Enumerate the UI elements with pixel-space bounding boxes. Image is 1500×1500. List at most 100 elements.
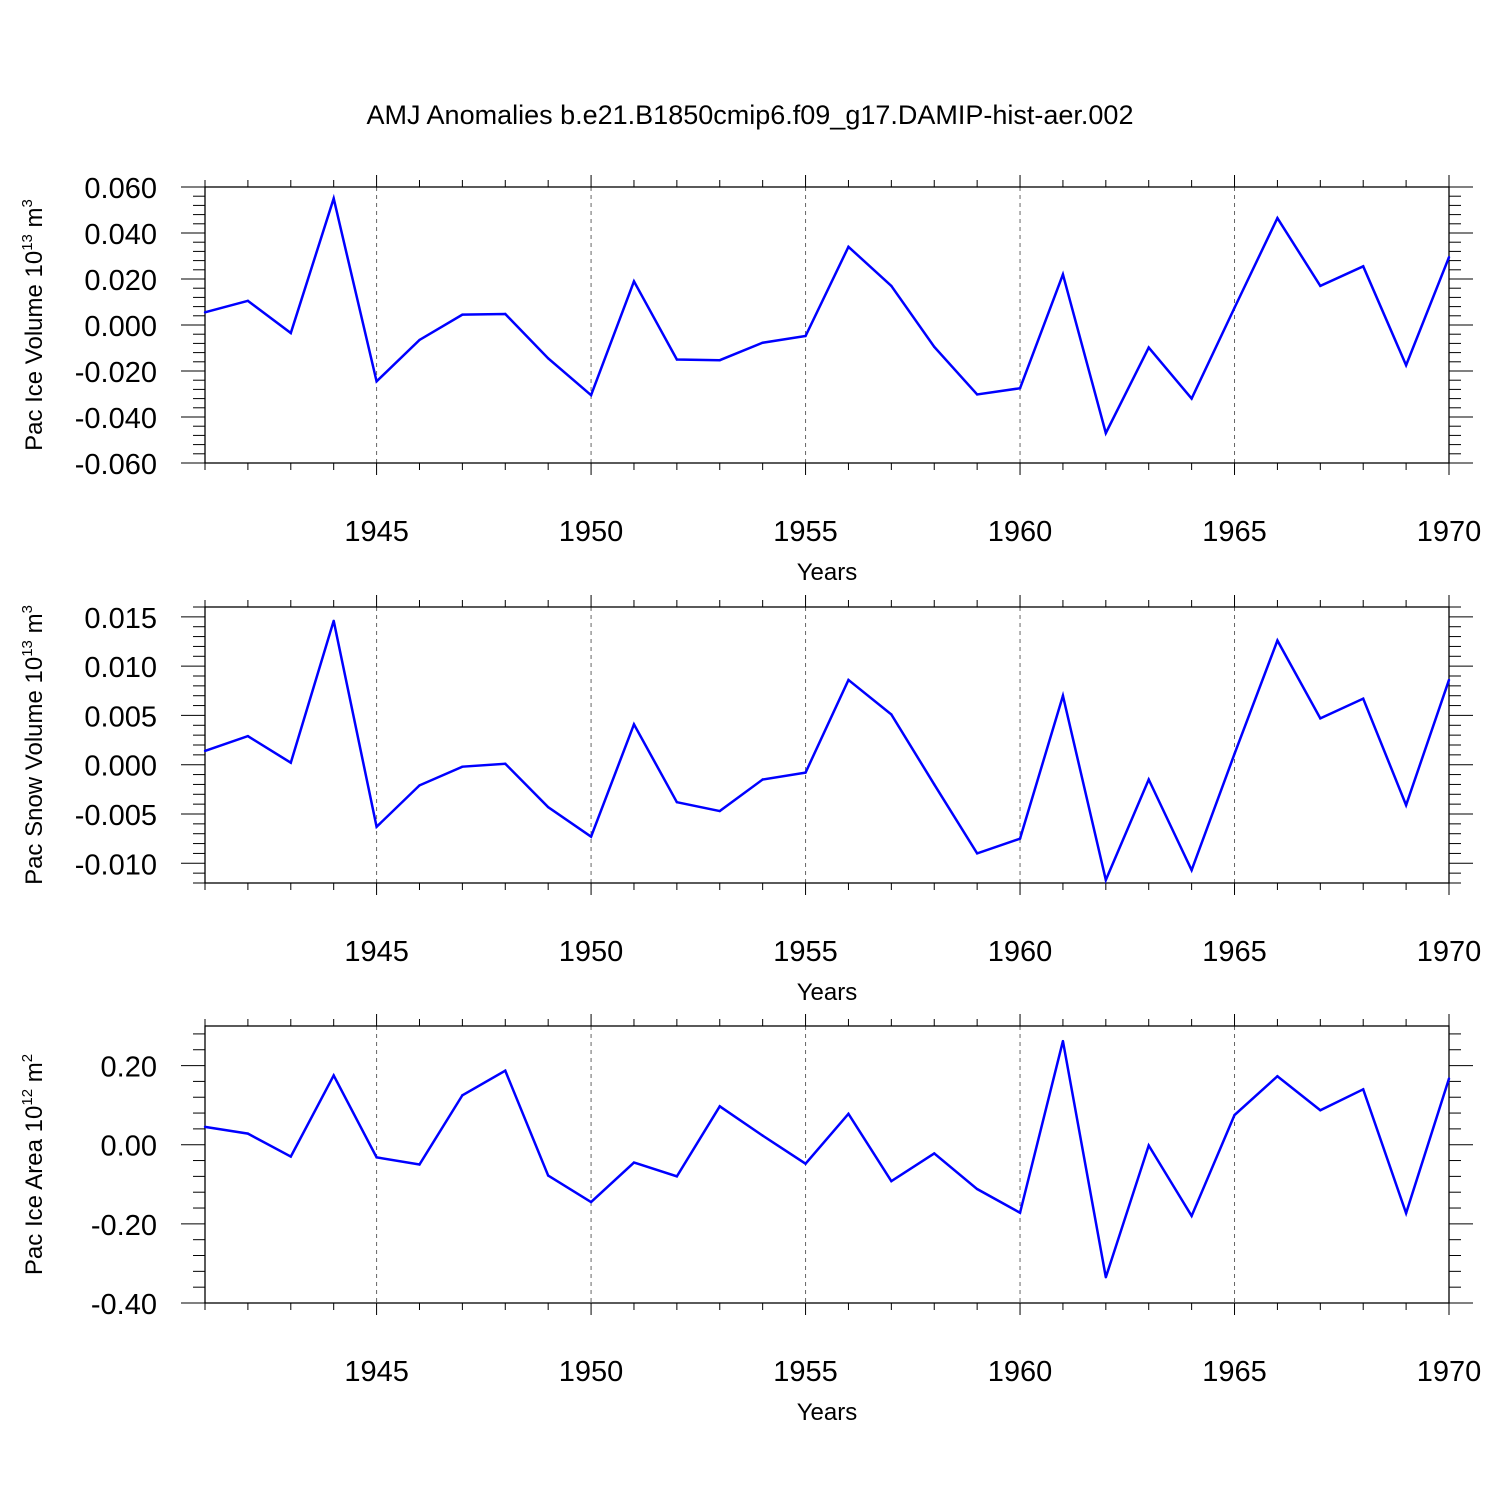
data-point — [1104, 878, 1108, 882]
data-point — [375, 825, 378, 829]
x-tick-label: 1970 — [1417, 1356, 1482, 1388]
data-point — [1104, 1276, 1108, 1279]
data-point — [1362, 265, 1365, 268]
data-point — [1447, 255, 1451, 259]
data-point — [933, 783, 936, 786]
data-point — [375, 380, 378, 383]
data-point — [418, 784, 421, 787]
data-point — [1233, 306, 1236, 309]
data-point — [1018, 387, 1022, 390]
x-tick-label: 1960 — [988, 936, 1053, 968]
data-point — [1233, 752, 1236, 756]
y-tick-label: -0.060 — [75, 449, 157, 481]
series-line — [204, 1040, 1451, 1278]
data-point — [246, 734, 250, 738]
x-tick-label: 1950 — [559, 516, 624, 548]
y-axis-label-unit: m — [21, 207, 48, 234]
y-axis-label-exponent: 13 — [19, 234, 36, 251]
data-point — [933, 345, 936, 349]
x-axis-label: Years — [797, 979, 858, 1006]
y-axis-label-unit: m — [21, 1062, 48, 1089]
data-point — [289, 761, 292, 764]
y-axis-label-unit-exponent: 3 — [19, 199, 36, 207]
data-point — [1104, 431, 1108, 435]
y-tick-label: 0.005 — [84, 701, 157, 733]
data-point — [1404, 1211, 1408, 1215]
data-point — [675, 800, 679, 804]
data-point — [847, 678, 850, 682]
series-line — [204, 193, 1451, 437]
y-tick-label: 0.020 — [84, 265, 157, 297]
data-point — [890, 1179, 893, 1183]
data-point — [461, 313, 464, 316]
y-tick-label: -0.005 — [75, 800, 157, 832]
data-point — [546, 357, 550, 360]
plot-frame — [204, 186, 1450, 464]
data-point — [975, 393, 979, 396]
data-point — [1362, 1088, 1365, 1091]
data-point — [589, 1200, 593, 1204]
x-tick-label: 1955 — [773, 1356, 838, 1388]
data-point — [847, 245, 850, 248]
x-tick-label: 1945 — [344, 516, 409, 548]
data-point — [1362, 697, 1365, 700]
data-point — [203, 1125, 207, 1129]
y-axis-label-unit: m — [21, 613, 48, 640]
data-point — [1061, 273, 1065, 276]
data-point — [1404, 803, 1408, 807]
data-point — [589, 393, 593, 397]
data-point — [246, 1132, 250, 1135]
data-point — [933, 1152, 936, 1155]
panel-ice-area: -0.40 -0.20 0.00 0.20 1945 1950 1955 1960 1965 19… — [19, 1014, 1481, 1426]
data-point — [589, 835, 593, 838]
y-tick-label: 0.000 — [84, 311, 157, 343]
data-point — [1018, 1211, 1022, 1214]
x-tick-label: 1965 — [1202, 516, 1267, 548]
x-tick-label: 1970 — [1417, 936, 1482, 968]
y-tick-label: -0.020 — [75, 357, 157, 389]
data-point — [1319, 717, 1322, 720]
data-point — [1147, 346, 1150, 349]
data-point — [546, 1174, 550, 1177]
y-axis-label-text: Pac Snow Volume 10 — [21, 657, 48, 885]
data-point — [675, 1175, 679, 1178]
data-point — [1276, 1075, 1279, 1078]
y-axis-label-text: Pac Ice Area 10 — [21, 1106, 48, 1275]
data-point — [1447, 678, 1451, 682]
data-point — [1018, 837, 1022, 840]
data-point — [203, 311, 207, 314]
panel-ice-volume: -0.060 -0.040 -0.020 0.000 0.020 0.040 0.060 19… — [19, 173, 1481, 586]
y-axis-label-exponent: 12 — [19, 1089, 36, 1106]
data-point — [761, 341, 764, 344]
series-line — [204, 620, 1451, 885]
data-point — [1147, 778, 1150, 781]
y-tick-label: 0.040 — [84, 219, 157, 251]
data-point — [1404, 364, 1408, 367]
y-axis-label-exponent: 13 — [19, 640, 36, 657]
data-point — [975, 852, 979, 855]
y-axis-label-text: Pac Ice Volume 10 — [21, 251, 48, 451]
data-point — [847, 1112, 850, 1116]
data-point — [418, 1163, 421, 1166]
data-point — [246, 299, 250, 303]
data-point — [975, 1187, 979, 1191]
y-tick-label: -0.20 — [91, 1210, 157, 1242]
data-point — [632, 1161, 636, 1164]
y-tick-label: 0.00 — [101, 1131, 157, 1163]
data-point — [632, 723, 636, 726]
y-axis-label-unit-exponent: 2 — [19, 1054, 36, 1062]
x-tick-label: 1965 — [1202, 1356, 1267, 1388]
plot-frame — [204, 1025, 1450, 1304]
y-axis-label-unit-exponent: 3 — [19, 605, 36, 613]
data-point — [461, 765, 464, 768]
data-point — [1319, 1109, 1322, 1112]
x-tick-label: 1955 — [773, 936, 838, 968]
y-axis-label: Pac Snow Volume 1013 m3 — [19, 605, 48, 885]
y-tick-label: 0.060 — [84, 173, 157, 205]
data-point — [1447, 1077, 1451, 1080]
panel-snow-volume: -0.010 -0.005 0.000 0.005 0.010 0.015 1945 1950… — [19, 595, 1481, 1006]
data-point — [504, 1069, 507, 1072]
x-axis-label: Years — [797, 559, 858, 586]
data-point — [890, 713, 893, 716]
